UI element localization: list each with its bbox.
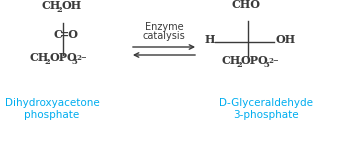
Text: 3: 3	[71, 58, 77, 66]
Text: 2−: 2−	[268, 57, 279, 65]
Text: CH: CH	[30, 52, 49, 63]
Text: 2: 2	[56, 6, 62, 14]
Text: Dihydroxyacetone: Dihydroxyacetone	[5, 98, 100, 108]
Text: 2: 2	[236, 61, 242, 69]
Text: CH: CH	[42, 0, 61, 11]
Text: phosphate: phosphate	[24, 110, 80, 120]
Text: CHO: CHO	[232, 0, 261, 10]
Text: D-Glyceraldehyde: D-Glyceraldehyde	[219, 98, 313, 108]
Text: OPO: OPO	[49, 52, 77, 63]
Text: C: C	[53, 29, 62, 40]
Text: OH: OH	[275, 34, 295, 45]
Text: 2−: 2−	[76, 54, 87, 62]
Text: CH: CH	[222, 55, 241, 66]
Text: 3-phosphate: 3-phosphate	[233, 110, 299, 120]
Text: =O: =O	[60, 29, 79, 40]
Text: 2: 2	[44, 58, 50, 66]
Text: Enzyme: Enzyme	[145, 22, 183, 32]
Text: 3: 3	[263, 61, 269, 69]
Text: H: H	[205, 34, 215, 45]
Text: catalysis: catalysis	[143, 31, 185, 41]
Text: OH: OH	[61, 0, 81, 11]
Text: OPO: OPO	[241, 55, 269, 66]
